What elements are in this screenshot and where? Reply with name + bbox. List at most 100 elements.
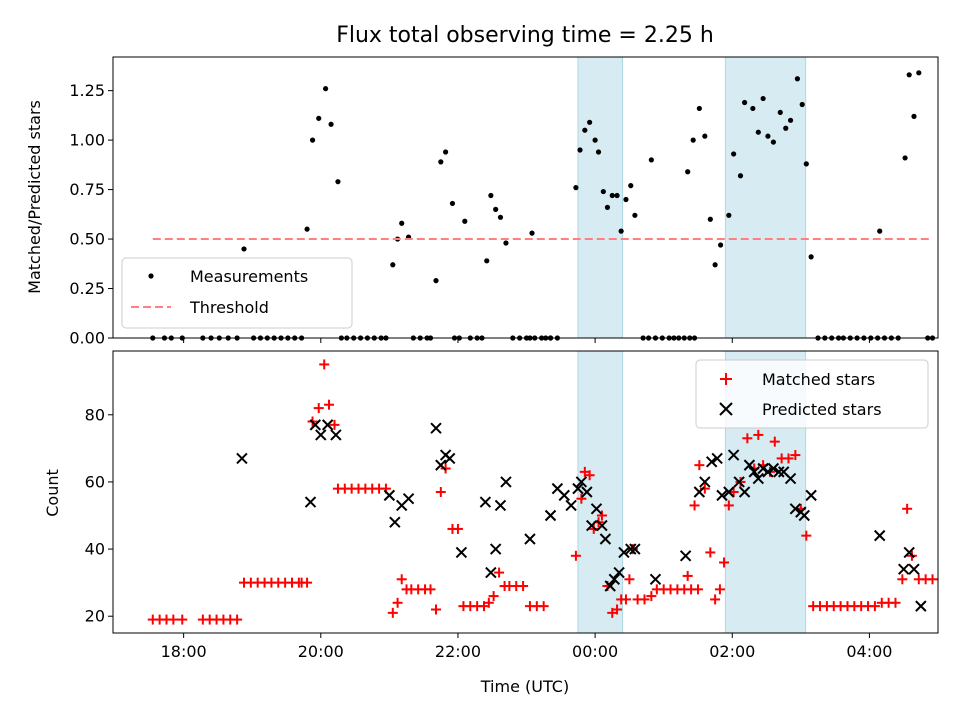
predicted-star-point	[500, 476, 512, 488]
predicted-star-point	[524, 533, 536, 545]
matched-star-point	[538, 601, 549, 612]
predicted-star-point	[767, 462, 780, 475]
top-legend: Measurements Threshold	[121, 257, 353, 329]
predicted-star-point	[479, 496, 492, 508]
y-tick-label: 1.25	[69, 81, 105, 100]
bottom-legend: Matched stars Predicted stars	[695, 359, 929, 429]
predicted-star-point	[798, 509, 810, 522]
measurement-point	[443, 149, 449, 155]
matched-star-point	[705, 547, 716, 558]
measurement-point	[742, 99, 748, 106]
measurement-point	[600, 188, 606, 195]
measurement-point	[449, 200, 456, 207]
matched-star-point	[719, 557, 730, 568]
x-axis-label: Time (UTC)	[480, 677, 569, 696]
y-tick-label: 0.75	[69, 180, 105, 199]
measurement-point	[902, 155, 908, 161]
y-tick-label: 80	[85, 405, 105, 424]
y-tick-label: 1.00	[69, 131, 105, 150]
measurement-point	[609, 192, 615, 199]
top-panel: 0.00 0.25 0.50 0.75 1.00 1.25 Flux total obse…	[25, 23, 939, 348]
measurement-point	[794, 76, 801, 82]
top-legend-box	[121, 257, 353, 329]
x-tick-label: 00:00	[572, 642, 618, 661]
predicted-star-point	[915, 600, 927, 612]
bottom-y-axis-label: Count	[43, 469, 62, 517]
measurement-point	[696, 105, 702, 112]
matched-star-point	[612, 604, 623, 615]
predicted-star-point	[435, 459, 447, 471]
predicted-star-point	[629, 543, 641, 555]
matched-star-point	[452, 523, 463, 534]
bottom-axes-frame	[112, 350, 939, 634]
predicted-star-point	[705, 456, 718, 468]
matched-star-point	[692, 584, 703, 595]
measurement-point	[726, 212, 732, 218]
measurement-point	[573, 185, 579, 191]
predicted-star-point	[723, 486, 735, 498]
predicted-star-point	[455, 546, 468, 559]
measurement-point	[803, 161, 809, 167]
predicted-star-point	[618, 546, 630, 559]
measurement-point	[316, 115, 322, 121]
y-tick-label: 0.00	[69, 329, 105, 348]
measurement-point	[304, 226, 310, 232]
measurement-point	[433, 278, 439, 284]
chart-title: Flux total observing time = 2.25 h	[336, 23, 714, 48]
predicted-star-point	[805, 489, 817, 502]
predicted-star-point	[315, 429, 327, 441]
top-axes-frame	[112, 56, 939, 339]
measurement-point	[718, 242, 724, 248]
predicted-star-point	[596, 519, 608, 532]
measurement-point	[503, 240, 509, 246]
x-tick-label: 18:00	[161, 642, 207, 661]
measurement-point	[493, 206, 499, 212]
matched-star-point	[646, 591, 657, 602]
matched-star-point	[396, 574, 407, 585]
legend-measurements-marker	[148, 273, 154, 279]
matched-star-point	[329, 419, 340, 430]
matched-star-point	[689, 500, 700, 511]
matched-star-point	[783, 453, 794, 464]
measurement-point	[799, 101, 805, 108]
predicted-star-point	[762, 466, 774, 478]
predicted-star-point	[898, 563, 910, 575]
top-y-ticks: 0.00 0.25 0.50 0.75 1.00 1.25	[69, 81, 113, 348]
matched-star-point	[177, 614, 188, 625]
predicted-star-point	[908, 563, 920, 575]
matched-star-point	[742, 433, 753, 444]
matched-star-point	[710, 594, 721, 605]
predicted-star-point	[383, 489, 396, 502]
matched-star-point	[890, 597, 901, 608]
predicted-star-point	[679, 550, 692, 562]
highlight-band-1	[577, 350, 624, 634]
measurement-point	[438, 159, 444, 165]
measurement-point	[322, 86, 329, 92]
matched-star-point	[518, 581, 529, 591]
legend-predicted-label: Predicted stars	[762, 400, 882, 419]
y-tick-label: 20	[85, 607, 105, 626]
predicted-star-point	[494, 499, 507, 512]
highlight-band-2	[724, 56, 807, 339]
matched-star-point	[682, 570, 693, 581]
matched-star-point	[168, 614, 179, 625]
predicted-star-point	[604, 580, 616, 592]
bottom-y-ticks: 20 40 60 80	[85, 405, 113, 626]
x-tick-label: 02:00	[709, 642, 755, 661]
matched-star-point	[488, 591, 499, 602]
measurement-point	[808, 254, 814, 260]
measurement-point	[390, 262, 396, 268]
matched-star-point	[902, 503, 913, 514]
predicted-star-point	[590, 503, 603, 515]
measurement-point	[737, 173, 744, 179]
measurement-point	[916, 70, 922, 76]
legend-matched-label: Matched stars	[762, 370, 875, 389]
matched-star-point	[627, 544, 638, 555]
predicted-star-point	[575, 476, 588, 488]
matched-star-point	[596, 510, 607, 521]
predicted-star-point	[608, 573, 621, 585]
predicted-star-point	[711, 452, 723, 465]
predicted-star-point	[752, 472, 765, 485]
matched-star-point	[620, 594, 631, 605]
x-tick-label: 20:00	[298, 642, 344, 661]
